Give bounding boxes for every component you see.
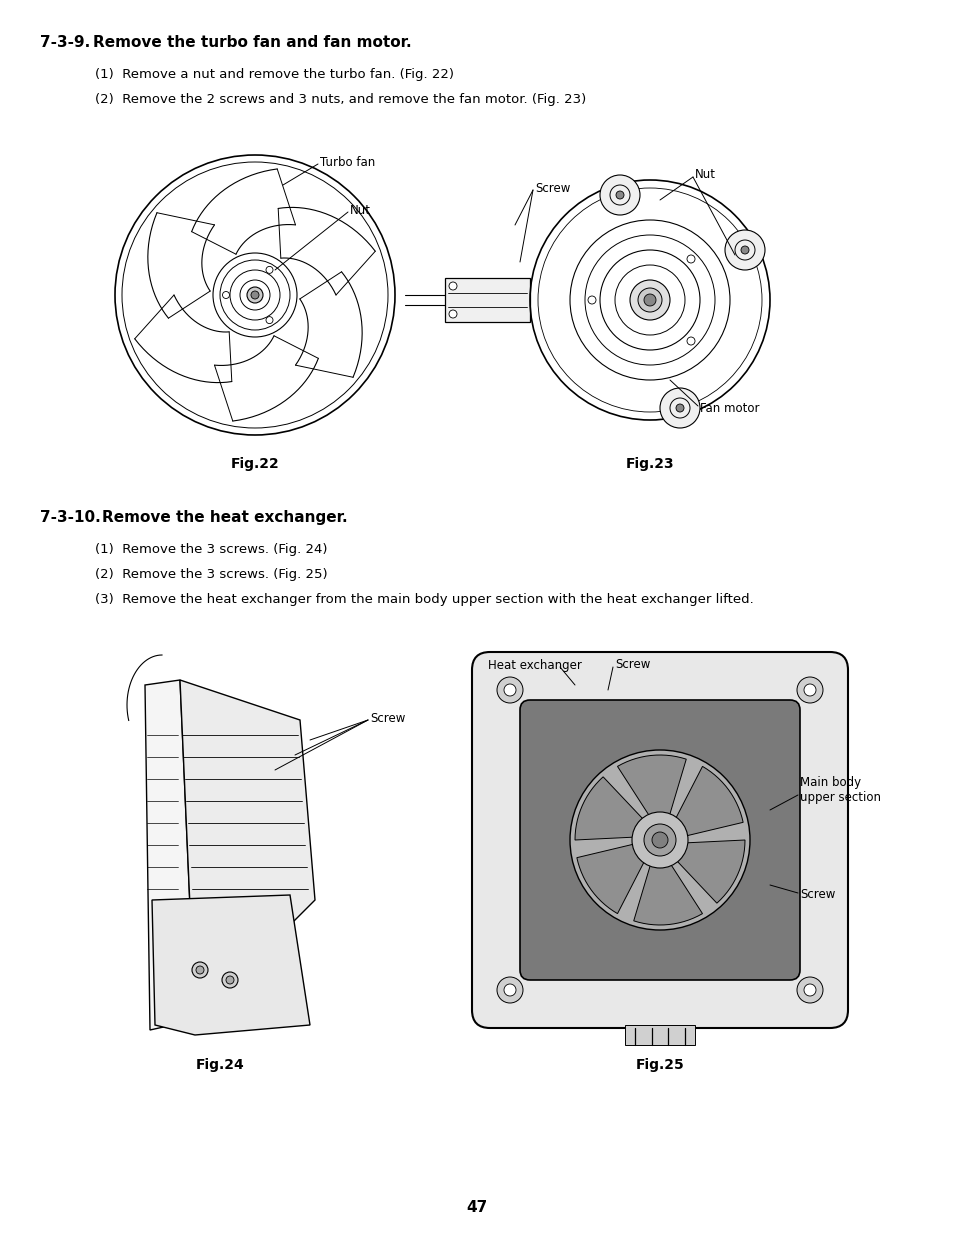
Polygon shape — [145, 680, 194, 1030]
Circle shape — [192, 962, 208, 978]
Polygon shape — [180, 680, 314, 1020]
Circle shape — [497, 677, 522, 703]
Text: Fig.23: Fig.23 — [625, 457, 674, 471]
Polygon shape — [617, 755, 685, 820]
Circle shape — [266, 267, 273, 273]
Text: Screw: Screw — [800, 888, 835, 902]
Text: (2)  Remove the 2 screws and 3 nuts, and remove the fan motor. (Fig. 23): (2) Remove the 2 screws and 3 nuts, and … — [95, 93, 586, 106]
Text: (1)  Remove the 3 screws. (Fig. 24): (1) Remove the 3 screws. (Fig. 24) — [95, 543, 327, 556]
Circle shape — [803, 984, 815, 995]
Circle shape — [195, 966, 204, 974]
Circle shape — [247, 287, 263, 303]
Text: Fig.24: Fig.24 — [195, 1058, 244, 1072]
Circle shape — [803, 684, 815, 697]
Text: (2)  Remove the 3 screws. (Fig. 25): (2) Remove the 3 screws. (Fig. 25) — [95, 568, 327, 580]
Circle shape — [659, 388, 700, 429]
Circle shape — [503, 684, 516, 697]
FancyBboxPatch shape — [472, 652, 847, 1028]
Circle shape — [222, 972, 237, 988]
Circle shape — [222, 291, 230, 299]
Text: Screw: Screw — [370, 711, 405, 725]
Text: Remove the heat exchanger.: Remove the heat exchanger. — [102, 510, 347, 525]
Circle shape — [686, 337, 695, 345]
Text: Nut: Nut — [350, 204, 371, 216]
Circle shape — [616, 191, 623, 199]
Text: (3)  Remove the heat exchanger from the main body upper section with the heat ex: (3) Remove the heat exchanger from the m… — [95, 593, 753, 606]
Text: (1)  Remove a nut and remove the turbo fan. (Fig. 22): (1) Remove a nut and remove the turbo fa… — [95, 68, 454, 82]
Text: Remove the turbo fan and fan motor.: Remove the turbo fan and fan motor. — [92, 35, 411, 49]
Circle shape — [629, 280, 669, 320]
Circle shape — [503, 984, 516, 995]
Circle shape — [676, 404, 683, 412]
Text: 7-3-9.: 7-3-9. — [40, 35, 95, 49]
Polygon shape — [577, 844, 646, 914]
Text: 7-3-10.: 7-3-10. — [40, 510, 106, 525]
Circle shape — [643, 294, 656, 306]
Circle shape — [651, 832, 667, 848]
Circle shape — [643, 824, 676, 856]
Polygon shape — [152, 895, 310, 1035]
Text: Fig.22: Fig.22 — [231, 457, 279, 471]
Circle shape — [631, 811, 687, 868]
Text: Fig.25: Fig.25 — [635, 1058, 683, 1072]
Polygon shape — [673, 767, 742, 837]
Circle shape — [449, 310, 456, 317]
Circle shape — [740, 246, 748, 254]
Circle shape — [796, 977, 822, 1003]
Circle shape — [266, 316, 273, 324]
Text: Heat exchanger: Heat exchanger — [488, 658, 581, 672]
Circle shape — [638, 288, 661, 312]
Text: Screw: Screw — [535, 182, 570, 194]
Polygon shape — [575, 777, 646, 840]
Circle shape — [226, 976, 233, 984]
Text: Fan motor: Fan motor — [700, 401, 759, 415]
Circle shape — [449, 282, 456, 290]
Text: Main body
upper section: Main body upper section — [800, 776, 880, 804]
Circle shape — [599, 175, 639, 215]
Circle shape — [251, 291, 258, 299]
Circle shape — [686, 254, 695, 263]
Circle shape — [569, 750, 749, 930]
Text: Turbo fan: Turbo fan — [319, 156, 375, 168]
Text: Screw: Screw — [615, 658, 650, 672]
Polygon shape — [633, 861, 701, 925]
Circle shape — [587, 296, 596, 304]
FancyBboxPatch shape — [519, 700, 800, 981]
Circle shape — [497, 977, 522, 1003]
Polygon shape — [673, 840, 744, 903]
Bar — [624, 1025, 695, 1045]
Text: Nut: Nut — [695, 168, 716, 182]
Text: 47: 47 — [466, 1200, 487, 1215]
Circle shape — [724, 230, 764, 270]
Bar — [444, 278, 530, 322]
Circle shape — [796, 677, 822, 703]
